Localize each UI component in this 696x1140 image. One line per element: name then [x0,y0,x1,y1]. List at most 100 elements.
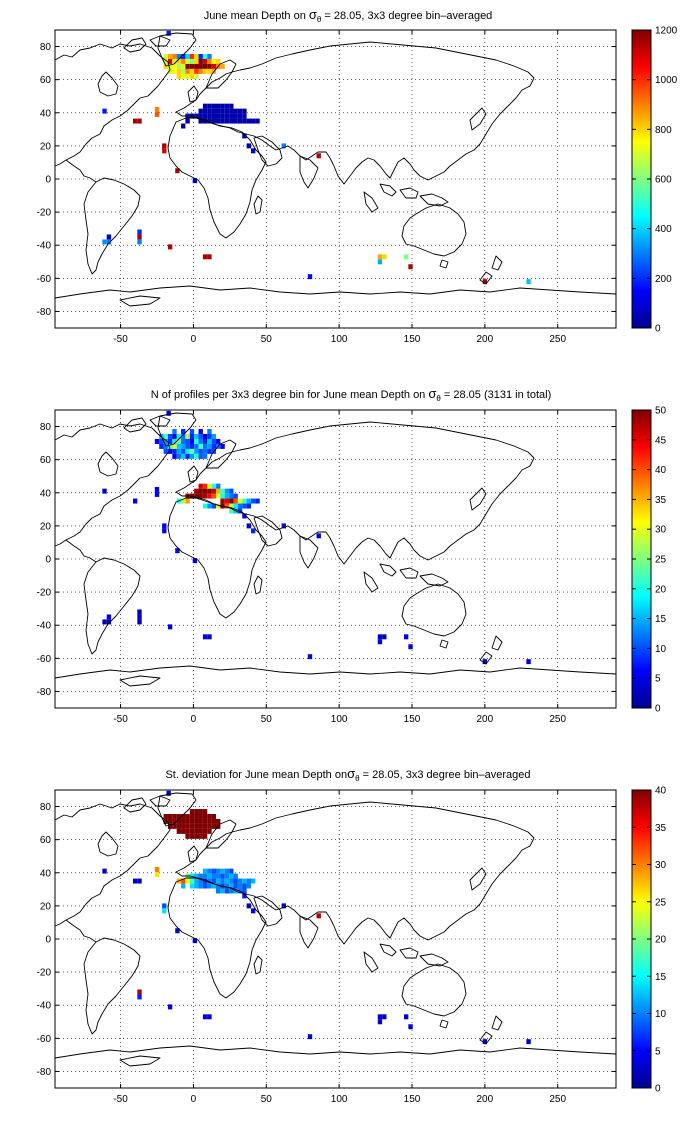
data-cell [250,528,256,534]
data-cell [207,443,212,449]
x-tick-label: 100 [331,714,348,725]
data-cell [250,118,256,124]
data-cell [202,488,208,494]
y-tick-label: 80 [40,422,52,433]
data-cell [220,108,225,114]
x-tick-label: 200 [477,1094,494,1105]
data-cell [181,814,186,819]
data-cell [189,443,195,449]
data-cell [220,498,225,504]
data-cell [211,63,217,69]
data-cell [242,108,247,114]
data-cell [172,429,177,435]
data-cell [211,818,217,824]
data-cell [176,814,182,819]
data-cell [132,118,138,124]
data-cell [154,866,160,872]
data-cell [307,654,313,660]
data-cell [194,438,199,444]
data-cell [207,448,212,454]
chart-title: N of profiles per 3x3 degree bin for Jun… [151,386,552,403]
colorbar-tick-label: 400 [655,224,672,235]
colorbar-tick-label: 40 [655,465,667,476]
data-cell [229,493,234,499]
data-cell [242,118,247,124]
data-cell [207,434,212,439]
data-cell [242,498,247,504]
x-tick-label: 150 [404,714,421,725]
y-tick-label: 60 [40,835,52,846]
colorbar-tick-label: 1000 [655,75,678,86]
data-cell [176,443,182,449]
data-cell [189,429,195,435]
data-cell [194,809,199,815]
data-cell [189,814,195,819]
data-cell [194,823,199,829]
data-cell [181,443,186,449]
data-cell [167,624,173,630]
data-cell [137,239,142,245]
colorbar-tick-label: 200 [655,274,672,285]
data-cell [202,443,208,449]
data-cell [163,438,168,444]
data-cell [167,443,173,449]
colorbar-tick-label: 45 [655,435,667,446]
data-cell [106,234,112,240]
data-cell [211,814,217,819]
data-cell [220,118,225,124]
data-cell [194,63,199,69]
data-cell [172,68,177,74]
data-cell [172,434,177,439]
data-cell [202,438,208,444]
y-tick-label: -60 [37,274,52,285]
x-tick-label: -50 [113,1094,128,1105]
data-cell [307,274,313,280]
data-cell [229,113,234,119]
data-cell [202,448,208,454]
data-cell [194,833,199,839]
data-cell [211,108,217,114]
data-cell [237,113,243,119]
data-cell [185,54,190,59]
data-cell [198,809,203,815]
data-cell [163,443,168,449]
y-tick-label: 60 [40,75,52,86]
data-cell [246,498,251,504]
data-cell [220,868,225,874]
data-cell [316,153,321,159]
data-cell [181,438,186,444]
data-cell [167,434,173,439]
colorbar-tick-label: 0 [655,1084,661,1095]
colorbar-tick-label: 600 [655,175,672,186]
data-cell [202,873,208,879]
data-cell [198,58,203,64]
data-cell [202,68,208,74]
colorbar-tick-label: 1200 [655,26,678,37]
data-cell [224,488,230,494]
data-cell [242,883,247,889]
data-cell [229,108,234,114]
data-cell [207,493,212,499]
data-cell [167,814,173,819]
colorbar-tick-label: 30 [655,860,667,871]
colorbar-tick-label: 0 [655,704,661,715]
data-cell [224,888,230,894]
data-cell [229,878,234,884]
data-cell [198,883,203,889]
data-cell [255,498,260,504]
data-cell [211,823,217,829]
data-cell [233,118,238,124]
data-cell [198,493,203,499]
data-cell [185,453,190,459]
data-cell [207,883,212,889]
data-cell [198,68,203,74]
data-cell [181,429,186,435]
data-cell [224,503,230,509]
data-cell [382,634,387,640]
x-tick-label: 150 [404,1094,421,1105]
data-cells [102,790,531,1045]
data-cell [162,148,167,154]
data-cell [167,63,173,69]
data-cell [526,1039,531,1045]
x-tick-label: 100 [331,1094,348,1105]
